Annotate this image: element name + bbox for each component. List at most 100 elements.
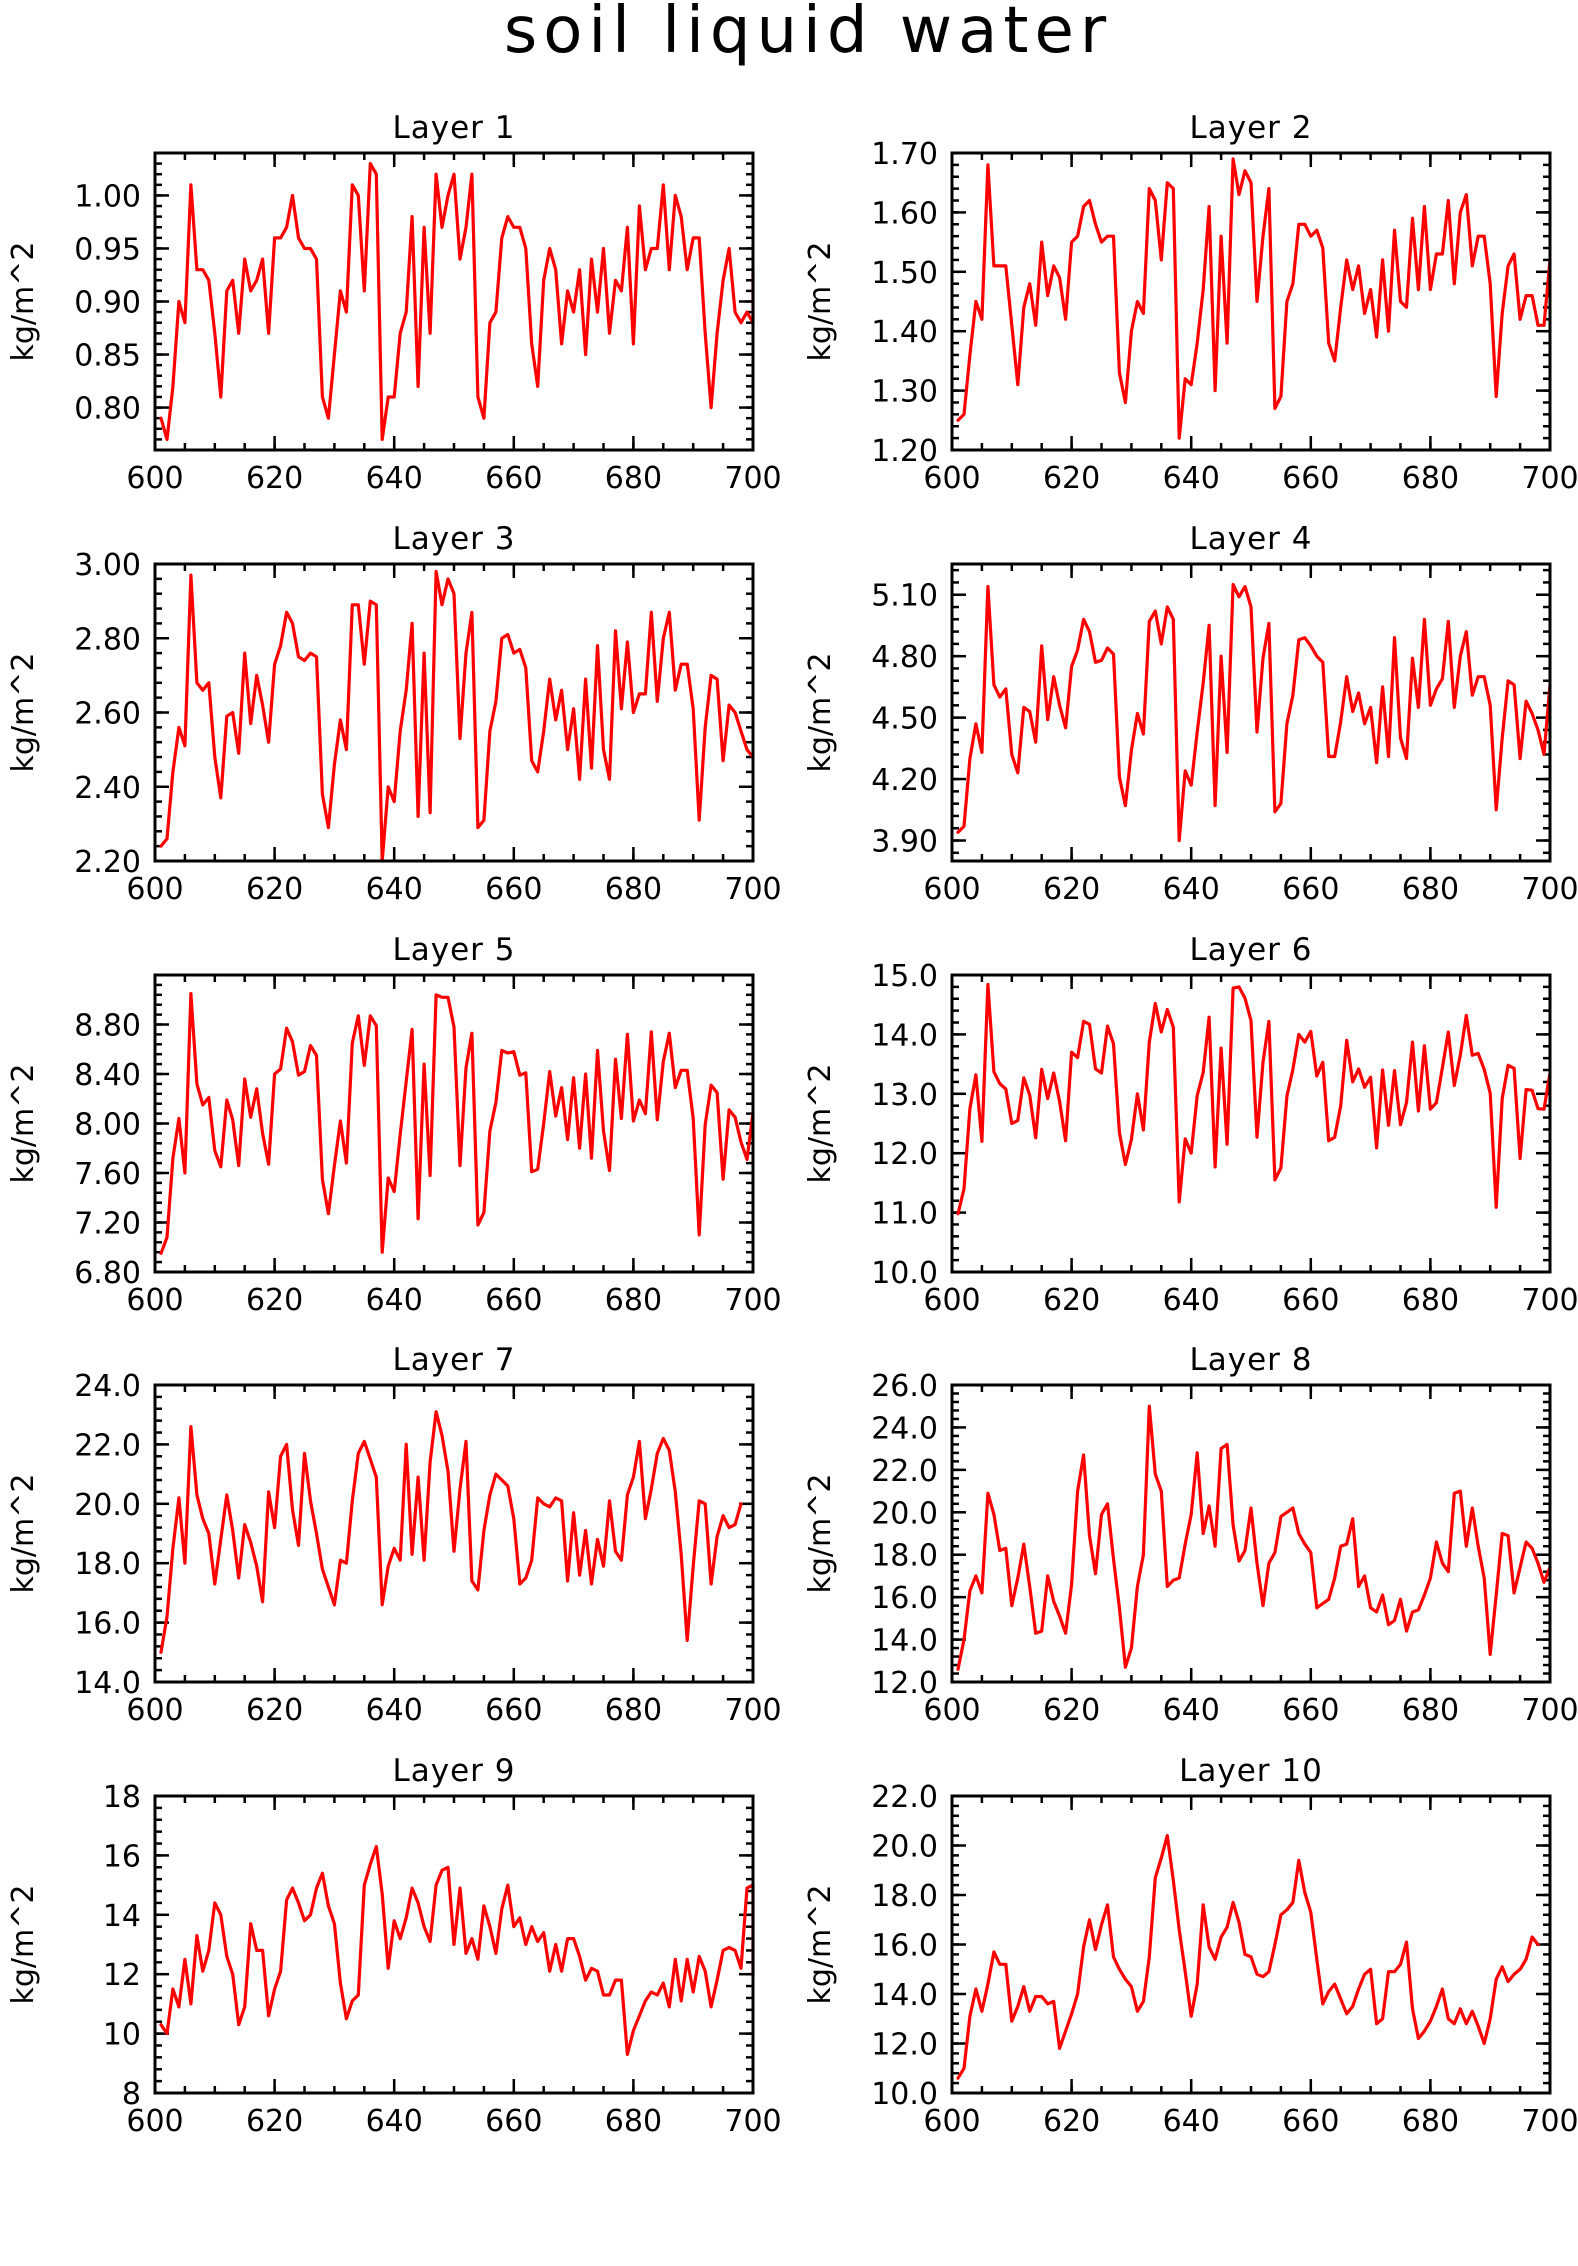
x-tick-label: 700 (724, 1693, 781, 1728)
y-tick-label: 3.90 (871, 825, 938, 860)
y-tick-label: 2.80 (74, 622, 141, 657)
y-tick-label: 14.0 (871, 1978, 938, 2013)
y-tick-label: 8.80 (74, 1009, 141, 1044)
x-tick-label: 620 (1043, 2104, 1100, 2139)
x-tick-label: 680 (605, 1283, 662, 1318)
y-tick-label: 1.00 (74, 179, 141, 214)
x-tick-label: 640 (1163, 1283, 1220, 1318)
x-tick-label: 660 (1282, 1693, 1339, 1728)
series-line (159, 1410, 743, 1654)
panel-title: Layer 8 (1189, 1342, 1312, 1378)
y-tick-label: 8.40 (74, 1058, 141, 1093)
y-tick-label: 0.95 (74, 232, 141, 267)
x-tick-label: 680 (605, 872, 662, 907)
y-axis-label: kg/m^2 (6, 1885, 41, 2005)
y-tick-label: 22.0 (871, 1454, 938, 1489)
panel-title: Layer 1 (392, 110, 515, 146)
x-tick-label: 620 (1043, 1693, 1100, 1728)
x-tick-label: 600 (923, 461, 980, 496)
y-tick-label: 8.00 (74, 1108, 141, 1143)
panel-title: Layer 9 (392, 1753, 515, 1789)
y-tick-label: 7.20 (74, 1207, 141, 1242)
panel-layer-1: Layer 1 kg/m^2 600 620 640 660 680 700 0.80 0.85 0… (6, 110, 782, 496)
x-tick-label: 640 (366, 461, 423, 496)
y-tick-label: 15.0 (871, 959, 938, 994)
panel-title: Layer 4 (1189, 521, 1312, 557)
y-tick-label: 12.0 (871, 2028, 938, 2063)
y-axis-label: kg/m^2 (6, 1474, 41, 1594)
panel-title: Layer 7 (392, 1342, 515, 1378)
x-tick-label: 640 (366, 1693, 423, 1728)
x-tick-label: 680 (1402, 872, 1459, 907)
y-tick-label: 4.20 (871, 763, 938, 798)
x-tick-label: 700 (1521, 2104, 1578, 2139)
x-tick-label: 620 (246, 2104, 303, 2139)
x-tick-label: 600 (923, 2104, 980, 2139)
panel-title: Layer 6 (1189, 932, 1312, 968)
plot-frame (153, 1794, 755, 2095)
panel-title: Layer 2 (1189, 110, 1312, 146)
plot-frame (950, 1383, 1552, 1684)
panel-title: Layer 3 (392, 521, 515, 557)
x-tick-label: 620 (1043, 872, 1100, 907)
x-tick-label: 640 (366, 1283, 423, 1318)
y-tick-label: 1.20 (871, 434, 938, 469)
x-tick-label: 620 (1043, 461, 1100, 496)
plot-frame (950, 1794, 1552, 2095)
y-axis-label: kg/m^2 (6, 242, 41, 362)
panel-title: Layer 10 (1179, 1753, 1323, 1789)
series-line (956, 157, 1552, 440)
panel-layer-7: Layer 7 kg/m^2 600 620 640 660 680 700 14.0 16.0 1… (6, 1342, 782, 1728)
x-tick-label: 660 (485, 2104, 542, 2139)
y-tick-label: 1.40 (871, 315, 938, 350)
y-tick-label: 16.0 (871, 1929, 938, 1964)
y-tick-label: 6.80 (74, 1256, 141, 1291)
panel-layer-5: Layer 5 kg/m^2 600 620 640 660 680 700 6.80 7.20 7… (6, 932, 782, 1318)
panel-grid: Layer 1 kg/m^2 600 620 640 660 680 700 0.80 0.85 0… (6, 110, 1578, 2139)
y-tick-label: 2.40 (74, 771, 141, 806)
y-tick-label: 18.0 (871, 1879, 938, 1914)
x-tick-label: 620 (246, 1693, 303, 1728)
panel-layer-9: Layer 9 kg/m^2 600 620 640 660 680 700 8 10 12 14 16… (6, 1753, 782, 2139)
y-tick-label: 16.0 (871, 1581, 938, 1616)
y-tick-label: 11.0 (871, 1197, 938, 1232)
x-tick-label: 600 (126, 872, 183, 907)
y-tick-label: 14.0 (871, 1018, 938, 1053)
x-tick-label: 700 (1521, 461, 1578, 496)
x-tick-label: 680 (605, 2104, 662, 2139)
panel-title: Layer 5 (392, 932, 515, 968)
y-tick-label: 0.90 (74, 286, 141, 321)
y-tick-label: 10.0 (871, 1256, 938, 1291)
x-tick-label: 640 (1163, 461, 1220, 496)
x-tick-label: 620 (246, 1283, 303, 1318)
y-axis-label: kg/m^2 (803, 1885, 838, 2005)
y-tick-label: 1.70 (871, 137, 938, 172)
y-tick-label: 14.0 (74, 1666, 141, 1701)
y-tick-label: 0.85 (74, 339, 141, 374)
x-tick-label: 600 (126, 2104, 183, 2139)
y-tick-label: 20.0 (74, 1488, 141, 1523)
panel-layer-2: Layer 2 kg/m^2 600 620 640 660 680 700 1.20 1.30 1… (803, 110, 1578, 496)
x-tick-label: 620 (246, 872, 303, 907)
y-tick-label: 1.50 (871, 256, 938, 291)
x-tick-label: 620 (1043, 1283, 1100, 1318)
x-tick-label: 660 (485, 1283, 542, 1318)
y-axis-label: kg/m^2 (803, 1474, 838, 1594)
panel-layer-10: Layer 10 kg/m^2 600 620 640 660 680 700 10.0 12.0… (803, 1753, 1578, 2139)
x-tick-label: 680 (1402, 2104, 1459, 2139)
panel-layer-3: Layer 3 kg/m^2 600 620 640 660 680 700 2.20 2.40 2… (6, 521, 782, 907)
x-tick-label: 700 (724, 872, 781, 907)
x-tick-label: 680 (605, 1693, 662, 1728)
series-line (159, 162, 755, 441)
x-tick-label: 700 (724, 461, 781, 496)
series-line (159, 1844, 755, 2056)
x-tick-label: 620 (246, 461, 303, 496)
x-tick-label: 660 (485, 872, 542, 907)
series-line (956, 1833, 1540, 2080)
y-tick-label: 2.60 (74, 697, 141, 732)
y-axis-label: kg/m^2 (803, 1064, 838, 1184)
x-tick-label: 680 (1402, 1283, 1459, 1318)
x-tick-label: 700 (724, 2104, 781, 2139)
